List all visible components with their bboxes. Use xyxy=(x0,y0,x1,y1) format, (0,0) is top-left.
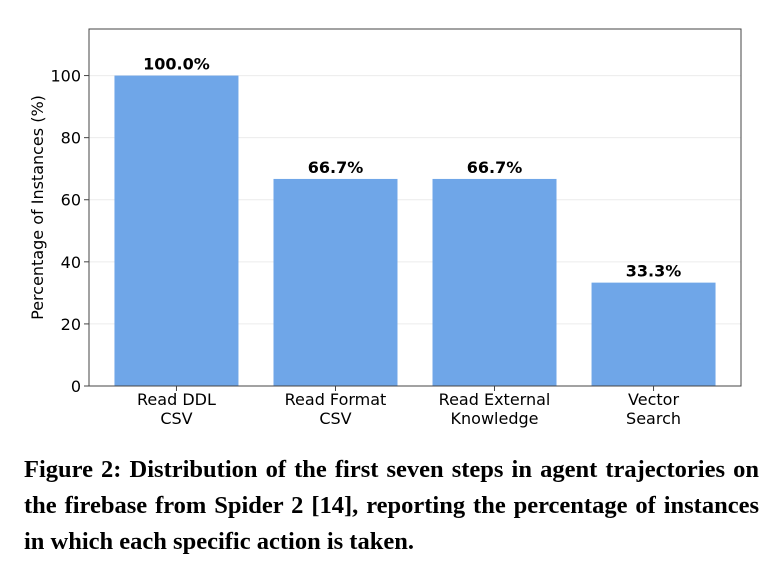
x-tick-label: Vector xyxy=(628,390,679,409)
x-tick-label: Read Format xyxy=(285,390,387,409)
bar xyxy=(114,75,239,386)
y-tick-label: 100 xyxy=(50,67,81,86)
data-labels: 100.0% 66.7% 66.7% 33.3% xyxy=(143,55,681,281)
data-label: 66.7% xyxy=(467,158,523,177)
y-tick-label: 80 xyxy=(61,129,81,148)
y-tick-label: 60 xyxy=(61,191,81,210)
x-tick-label: Search xyxy=(626,409,681,428)
bar xyxy=(591,282,716,386)
y-tick-label: 20 xyxy=(61,315,81,334)
plot-frame xyxy=(88,28,742,387)
y-axis-ticks: 0 20 40 60 80 100 xyxy=(50,67,89,396)
y-axis-title: Percentage of Instances (%) xyxy=(28,95,47,320)
figure-caption: Figure 2: Distribution of the first seve… xyxy=(24,456,759,555)
bars xyxy=(114,75,716,386)
x-tick-label: CSV xyxy=(319,409,351,428)
data-label: 66.7% xyxy=(308,158,364,177)
x-tick-label: Read External xyxy=(439,390,551,409)
data-label: 33.3% xyxy=(626,262,682,281)
bar xyxy=(273,178,398,386)
x-tick-label: Read DDL xyxy=(137,390,216,409)
y-tick-label: 0 xyxy=(71,377,81,396)
x-tick-label: CSV xyxy=(160,409,192,428)
bar xyxy=(432,178,557,386)
data-label: 100.0% xyxy=(143,55,210,74)
y-tick-label: 40 xyxy=(61,253,81,272)
x-tick-label: Knowledge xyxy=(451,409,539,428)
